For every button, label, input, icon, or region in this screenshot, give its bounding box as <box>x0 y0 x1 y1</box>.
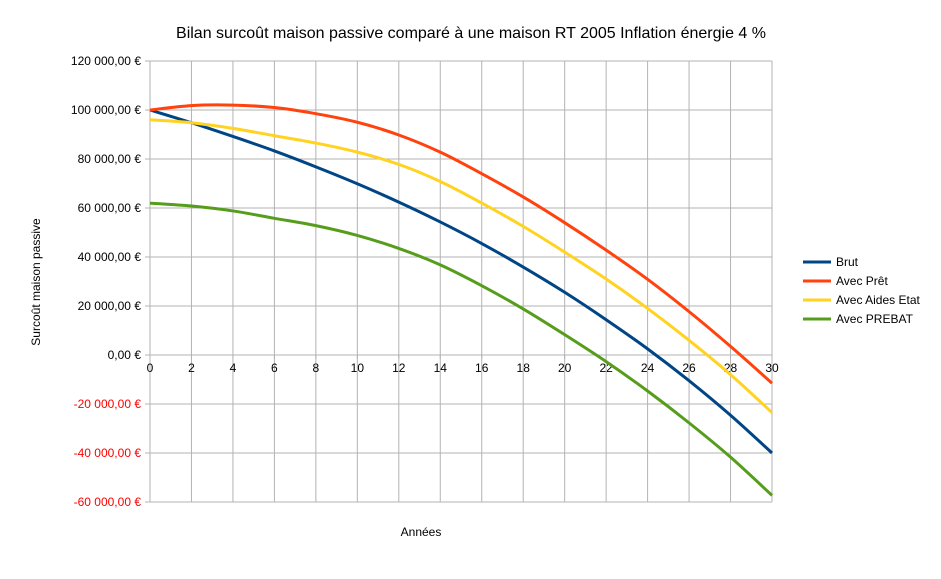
x-tick-label: 26 <box>682 361 696 375</box>
legend-label: Brut <box>836 255 859 269</box>
legend-label: Avec PREBAT <box>836 312 914 326</box>
legend: Brut Avec Prêt Avec Aides Etat Avec PREBAT <box>803 255 920 326</box>
x-tick-label: 16 <box>475 361 489 375</box>
x-tick-label: 10 <box>351 361 365 375</box>
y-tick-label: 120 000,00 € <box>71 54 141 68</box>
chart-title: Bilan surcoût maison passive comparé à u… <box>176 25 766 42</box>
series-line-0 <box>149 108 774 455</box>
legend-label: Avec Prêt <box>836 274 888 288</box>
x-tick-label: 20 <box>558 361 572 375</box>
series-line-1 <box>149 103 773 385</box>
x-tick-label: 30 <box>765 361 779 375</box>
x-tick-labels: 0 2 4 6 8 10 12 14 16 18 20 22 24 26 28 30 <box>147 361 779 375</box>
y-tick-label: 80 000,00 € <box>78 152 142 166</box>
legend-label: Avec Aides Etat <box>836 293 920 307</box>
y-tick-label: -20 000,00 € <box>74 397 142 411</box>
y-tick-label: 100 000,00 € <box>71 103 141 117</box>
series-lines <box>149 103 774 497</box>
x-tick-label: 14 <box>434 361 448 375</box>
y-tick-label: -60 000,00 € <box>74 495 142 509</box>
grid <box>145 60 773 503</box>
y-tick-label: -40 000,00 € <box>74 446 142 460</box>
x-tick-label: 8 <box>313 361 320 375</box>
x-tick-label: 18 <box>517 361 531 375</box>
x-tick-label: 6 <box>271 361 278 375</box>
y-tick-label: 40 000,00 € <box>78 250 142 264</box>
x-axis-label: Années <box>401 525 442 539</box>
x-tick-label: 2 <box>188 361 195 375</box>
x-tick-label: 0 <box>147 361 154 375</box>
x-tick-label: 12 <box>392 361 406 375</box>
series-line-2 <box>149 118 774 414</box>
y-axis-label: Surcoût maison passive <box>29 218 43 346</box>
y-tick-label: 60 000,00 € <box>78 201 142 215</box>
series-line-3 <box>149 201 774 497</box>
x-tick-label: 4 <box>230 361 237 375</box>
y-tick-label: 20 000,00 € <box>78 299 142 313</box>
y-tick-labels: 120 000,00 € 100 000,00 € 80 000,00 € 60 00… <box>71 54 141 509</box>
y-tick-label: 0,00 € <box>108 348 142 362</box>
x-tick-label: 24 <box>641 361 655 375</box>
